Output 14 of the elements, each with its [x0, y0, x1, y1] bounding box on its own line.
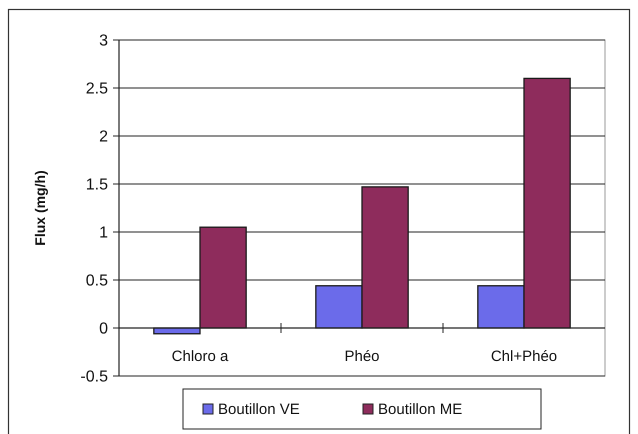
y-tick-label: 0 — [99, 320, 108, 338]
y-tick-label: 1 — [99, 224, 108, 242]
legend-label: Boutillon VE — [218, 401, 300, 418]
y-tick-label: 2.5 — [86, 80, 108, 98]
x-tick-label: Chl+Phéo — [490, 348, 558, 365]
legend-label: Boutillon ME — [378, 401, 462, 418]
y-tick-label: 3 — [99, 32, 108, 50]
x-tick-label: Phéo — [344, 348, 380, 365]
x-tick-label: Chloro a — [172, 348, 230, 365]
y-tick-label: 1.5 — [86, 176, 108, 194]
y-tick-label: -0.5 — [80, 368, 108, 386]
y-axis-title: Flux (mg/h) — [32, 170, 48, 246]
y-tick-label: 0.5 — [86, 272, 108, 290]
y-tick-label: 2 — [99, 128, 108, 146]
